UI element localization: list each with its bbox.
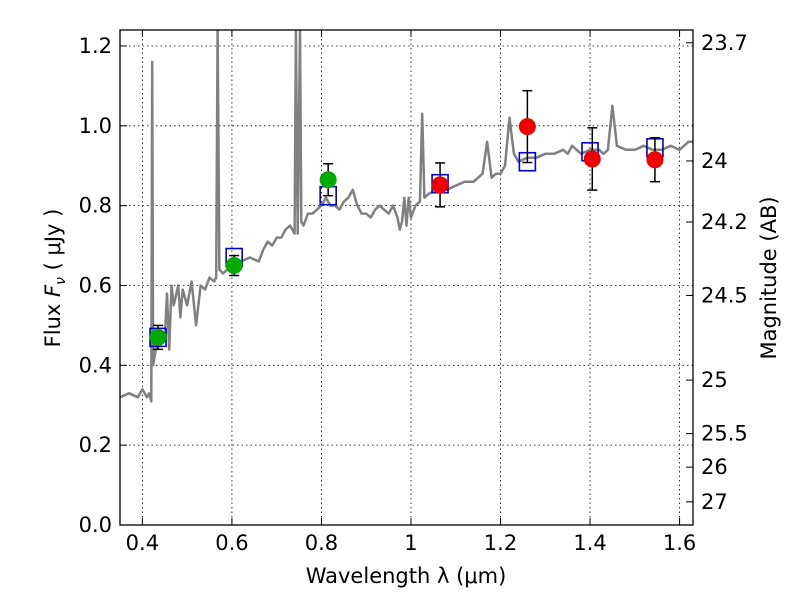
observed-flux-point (319, 171, 337, 189)
y-tick-label: 1.2 (79, 34, 112, 58)
y2-tick-label: 23.7 (701, 31, 748, 55)
y-tick-label: 0.2 (79, 433, 112, 457)
x-tick-label: 1.2 (484, 531, 517, 555)
y-tick-label: 0.8 (79, 194, 112, 218)
observed-flux-point (583, 150, 601, 168)
observed-flux-point (225, 257, 243, 275)
plot-area (120, 30, 693, 403)
plot-frame (119, 29, 694, 526)
y-tick-label: 0.6 (79, 273, 112, 297)
y2-axis-label: Magnitude (AB) (757, 196, 781, 359)
x-tick-label: 0.4 (126, 531, 159, 555)
y2-tick-label: 25.5 (701, 422, 748, 446)
y-tick-label: 0.0 (79, 513, 112, 537)
x-tick-label: 1.4 (573, 531, 606, 555)
grid-lines (120, 30, 693, 526)
y2-tick-label: 24.2 (701, 210, 748, 234)
x-tick-label: 1.6 (663, 531, 696, 555)
observed-flux-point (431, 176, 449, 194)
observed-flux-point (646, 151, 664, 169)
axis-ticks: 0.4 0.6 0.8 1 1.2 1.4 1.6 0.0 0.2 0.4 0.6 0.8 1.0 1.2… (79, 30, 748, 555)
observed-flux-point (149, 328, 167, 346)
y-axis-label: Flux Fν ( μJy ) (41, 209, 69, 348)
y2-tick-label: 24.5 (701, 283, 748, 307)
model-spectrum-line (120, 30, 693, 403)
y-tick-label: 1.0 (79, 114, 112, 138)
x-tick-label: 1 (404, 531, 417, 555)
y2-tick-label: 25 (701, 368, 728, 392)
x-axis-label: Wavelength λ (μm) (306, 564, 507, 588)
y2-tick-label: 27 (701, 490, 728, 514)
y2-tick-label: 26 (701, 455, 728, 479)
observed-flux-point (518, 118, 536, 136)
y-tick-label: 0.4 (79, 353, 112, 377)
y2-tick-label: 24 (701, 149, 728, 173)
x-tick-label: 0.6 (215, 531, 248, 555)
x-tick-label: 0.8 (305, 531, 338, 555)
